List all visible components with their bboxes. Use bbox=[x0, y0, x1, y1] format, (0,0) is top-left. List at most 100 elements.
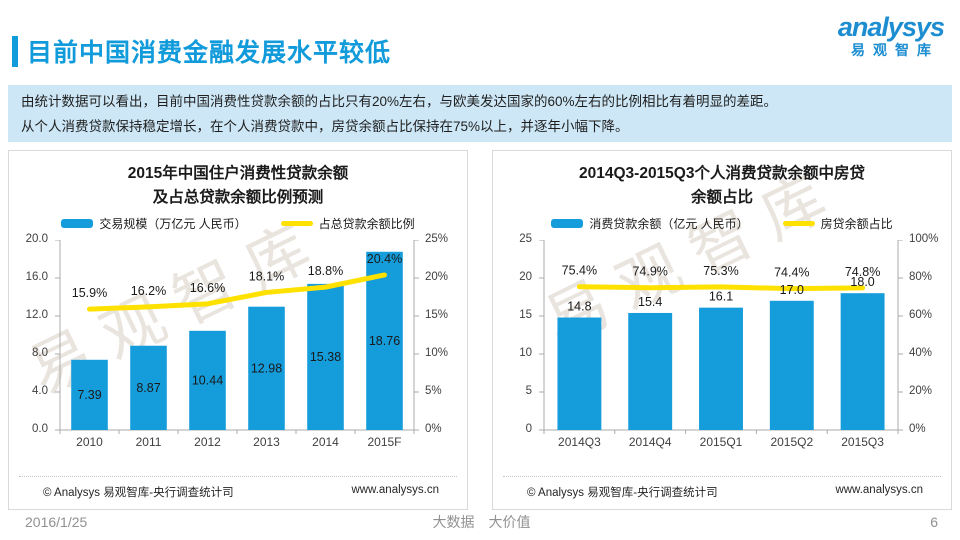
left-axis-tick-label: 0.0 bbox=[32, 423, 48, 435]
category-label: 2014Q4 bbox=[629, 435, 672, 449]
left-axis-tick-label: 20.0 bbox=[25, 233, 48, 245]
category-label: 2014 bbox=[312, 435, 339, 449]
website-text: www.analysys.cn bbox=[835, 484, 923, 496]
chart-title: 2015年中国住户消费性贷款余额 及占总贷款余额比例预测 bbox=[9, 162, 467, 210]
bar bbox=[248, 306, 285, 430]
source-text: © Analysys 易观智库-央行调查统计司 bbox=[43, 487, 234, 499]
bar bbox=[699, 307, 743, 430]
percent-label: 18.1% bbox=[249, 269, 284, 283]
bar-value-label: 18.76 bbox=[369, 334, 400, 348]
bar-value-label: 15.38 bbox=[310, 350, 341, 364]
right-axis-tick-label: 10% bbox=[425, 347, 449, 359]
logo-wordmark: analysys bbox=[837, 12, 945, 42]
category-label: 2011 bbox=[136, 435, 162, 449]
summary-text-box: 由统计数据可以看出，目前中国消费性贷款余额的占比只有20%左右，与欧美发达国家的… bbox=[8, 85, 952, 142]
chart-title-line-1: 2014Q3-2015Q3个人消费贷款余额中房贷 bbox=[579, 165, 865, 182]
left-axis-labels: 0 5 10 15 20 25 bbox=[503, 233, 539, 435]
left-axis-tick-label: 12.0 bbox=[25, 309, 48, 321]
percent-label: 16.6% bbox=[190, 281, 225, 295]
right-axis-tick-label: 25% bbox=[425, 233, 449, 245]
chart-card-consumer-loans: 易观智库 2015年中国住户消费性贷款余额 及占总贷款余额比例预测 交易规模（万… bbox=[8, 150, 468, 510]
left-axis-tick-label: 16.0 bbox=[25, 271, 48, 283]
chart-title-line-2: 及占总贷款余额比例预测 bbox=[152, 189, 324, 206]
plot-canvas: 2014Q3 2014Q4 2015Q1 2015Q2 2015Q3 14.8 75.4% 1… bbox=[539, 239, 903, 457]
right-axis-tick-label: 5% bbox=[425, 385, 442, 397]
bar-value-label: 12.98 bbox=[251, 361, 282, 375]
right-axis-tick-label: 100% bbox=[909, 233, 939, 245]
source-text: © Analysys 易观智库-央行调查统计司 bbox=[527, 487, 718, 499]
dotted-divider bbox=[19, 476, 457, 477]
bar-value-label: 8.87 bbox=[136, 381, 160, 395]
left-axis-tick-label: 0 bbox=[525, 423, 532, 435]
charts-row: 易观智库 2015年中国住户消费性贷款余额 及占总贷款余额比例预测 交易规模（万… bbox=[8, 150, 952, 510]
right-axis-labels: 0% 5% 10% 15% 20% 25% bbox=[419, 233, 459, 435]
bar bbox=[769, 300, 814, 430]
category-label: 2015Q3 bbox=[841, 435, 884, 449]
bar bbox=[71, 359, 108, 430]
bar-value-label: 18.0 bbox=[850, 275, 874, 289]
bar-series-swatch bbox=[61, 219, 94, 228]
dotted-divider bbox=[503, 476, 941, 477]
source-row: © Analysys 易观智库-央行调查统计司 www.analysys.cn bbox=[9, 477, 467, 509]
percent-label: 20.4% bbox=[367, 252, 402, 266]
legend-item-line: 房贷余额占比 bbox=[782, 215, 893, 232]
legend-item-line: 占总贷款余额比例 bbox=[280, 215, 415, 232]
percent-label: 75.3% bbox=[703, 264, 738, 278]
chart-svg: 2014Q3 2014Q4 2015Q1 2015Q2 2015Q3 14.8 75.4% 1… bbox=[539, 239, 903, 449]
right-axis-tick-label: 20% bbox=[909, 385, 933, 397]
logo-chinese-name: 易观智库 bbox=[850, 42, 939, 58]
category-label: 2015Q1 bbox=[700, 435, 743, 449]
analysys-logo: analysys 易观智库 bbox=[837, 12, 945, 59]
plot-canvas: 2010 2011 2012 2013 2014 2015F 7.39 15.9% 8.87 16… bbox=[55, 239, 419, 457]
category-label: 2012 bbox=[194, 435, 221, 449]
left-axis-tick-label: 8.0 bbox=[32, 347, 48, 359]
left-axis-tick-label: 5 bbox=[525, 385, 532, 397]
percent-label: 74.9% bbox=[632, 265, 667, 279]
left-axis-tick-label: 20 bbox=[519, 271, 532, 283]
bar bbox=[130, 345, 167, 430]
right-axis-tick-label: 0% bbox=[909, 423, 926, 435]
bar bbox=[189, 330, 226, 430]
bar-value-label: 14.8 bbox=[567, 300, 591, 314]
footer-date: 2016/1/25 bbox=[25, 514, 88, 530]
bar bbox=[628, 312, 673, 430]
percent-label: 15.9% bbox=[72, 286, 107, 300]
right-axis-labels: 0% 20% 40% 60% 80% 100% bbox=[903, 233, 943, 435]
category-label: 2010 bbox=[76, 435, 103, 449]
page-title: 目前中国消费金融发展水平较低 bbox=[27, 39, 392, 67]
chart-legend: 消费贷款余额（亿元 人民币） 房贷余额占比 bbox=[493, 215, 951, 232]
chart-legend: 交易规模（万亿元 人民币） 占总贷款余额比例 bbox=[9, 215, 467, 232]
trend-line bbox=[87, 272, 387, 312]
bar-series-label: 交易规模（万亿元 人民币） bbox=[99, 217, 247, 231]
summary-line-1: 由统计数据可以看出，目前中国消费性贷款余额的占比只有20%左右，与欧美发达国家的… bbox=[21, 94, 778, 109]
slide-header: 目前中国消费金融发展水平较低 bbox=[12, 33, 391, 69]
bar-series-swatch bbox=[551, 219, 584, 228]
chart-title-line-2: 余额占比 bbox=[690, 189, 753, 206]
left-axis-tick-label: 4.0 bbox=[32, 385, 48, 397]
source-row: © Analysys 易观智库-央行调查统计司 www.analysys.cn bbox=[493, 477, 951, 509]
chart-card-mortgage-share: 易观智库 2014Q3-2015Q3个人消费贷款余额中房贷 余额占比 消费贷款余… bbox=[492, 150, 952, 510]
category-label: 2015F bbox=[367, 435, 401, 449]
bar bbox=[366, 251, 403, 430]
line-series-label: 房贷余额占比 bbox=[820, 217, 893, 231]
bar-value-label: 15.4 bbox=[638, 295, 662, 309]
bar-value-label: 7.39 bbox=[77, 388, 101, 402]
percent-label: 75.4% bbox=[562, 264, 597, 278]
category-label: 2015Q2 bbox=[770, 435, 813, 449]
bar-value-label: 10.44 bbox=[192, 373, 223, 387]
right-axis-tick-label: 60% bbox=[909, 309, 933, 321]
left-axis-tick-label: 15 bbox=[519, 309, 532, 321]
plot-area: 0 5 10 15 20 25 2014Q3 2014Q4 2015Q1 2015Q2 2015Q… bbox=[503, 233, 943, 457]
category-label: 2013 bbox=[253, 435, 280, 449]
line-series-label: 占总贷款余额比例 bbox=[318, 217, 415, 231]
chart-title: 2014Q3-2015Q3个人消费贷款余额中房贷 余额占比 bbox=[493, 162, 951, 210]
right-axis-tick-label: 20% bbox=[425, 271, 449, 283]
percent-label: 18.8% bbox=[308, 264, 343, 278]
chart-svg: 2010 2011 2012 2013 2014 2015F 7.39 15.9% 8.87 16… bbox=[55, 239, 419, 449]
bar-value-label: 17.0 bbox=[780, 283, 804, 297]
left-axis-tick-label: 25 bbox=[519, 233, 532, 245]
footer-slogan: 大数据 大价值 bbox=[432, 514, 531, 530]
footer-page-number: 6 bbox=[930, 514, 938, 530]
bar bbox=[840, 293, 885, 430]
plot-area: 0.0 4.0 8.0 12.0 16.0 20.0 2010 2011 2012 2013 20… bbox=[19, 233, 459, 457]
